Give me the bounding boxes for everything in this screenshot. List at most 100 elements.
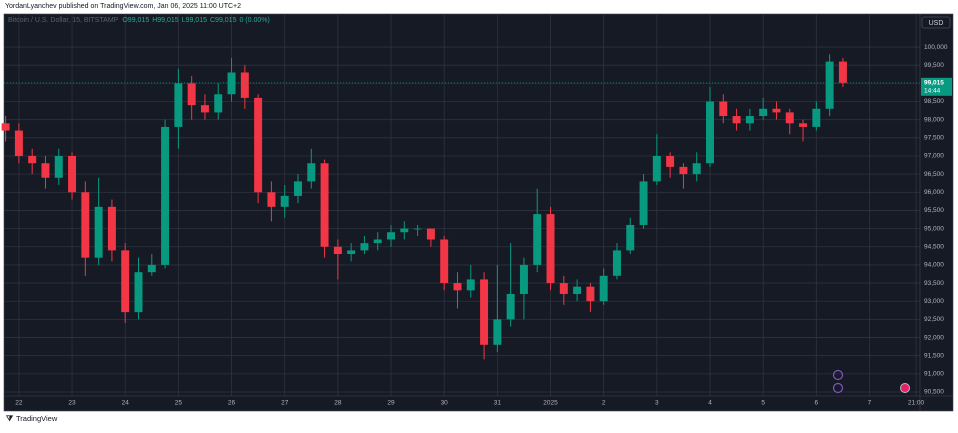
legend-value: O99,015: [122, 17, 149, 24]
last-price-label: 99,015: [924, 80, 944, 87]
candle-body: [81, 192, 90, 258]
y-tick-label: 94,000: [924, 262, 944, 269]
x-tick-label: 21:00: [908, 400, 925, 407]
candle-body: [453, 283, 462, 291]
x-tick-label: 30: [441, 400, 449, 407]
candle-body: [28, 155, 37, 164]
candle-body: [692, 163, 701, 175]
x-tick-label: 2025: [543, 400, 558, 407]
x-tick-label: 24: [122, 400, 130, 407]
chart-panel: [3, 13, 954, 412]
candle-body: [14, 130, 23, 156]
x-tick-label: 4: [708, 400, 712, 407]
y-tick-label: 95,500: [924, 207, 944, 214]
x-tick-label: 23: [68, 400, 76, 407]
x-tick-label: 22: [15, 400, 23, 407]
candle-body: [94, 206, 103, 258]
y-tick-label: 91,500: [924, 352, 944, 359]
countdown: 14:44: [924, 88, 941, 95]
candle-body: [187, 83, 196, 106]
candle-body: [54, 155, 63, 178]
candle-body: [506, 293, 515, 320]
candle-body: [519, 264, 528, 294]
footer-brand: TradingView: [16, 414, 58, 423]
candle-body: [480, 279, 489, 345]
dividend-icon[interactable]: [900, 383, 910, 393]
event-icon[interactable]: [832, 382, 844, 394]
x-tick-label: 27: [281, 400, 289, 407]
y-tick-label: 93,500: [924, 280, 944, 287]
candle-body: [825, 61, 834, 109]
x-tick-label: 5: [761, 400, 765, 407]
candle-body: [161, 126, 170, 265]
candle-body: [426, 228, 435, 240]
publisher-line: YordanLyanchev published on TradingView.…: [5, 3, 241, 10]
candle-body: [626, 224, 635, 251]
x-tick-label: 7: [868, 400, 872, 407]
candle-body: [586, 286, 595, 302]
candle-body: [294, 181, 302, 196]
y-tick-label: 97,500: [924, 135, 944, 142]
candle-body: [440, 239, 449, 284]
candle-body: [812, 108, 821, 127]
candle-body: [719, 101, 728, 117]
x-tick-label: 25: [175, 400, 183, 407]
y-tick-label: 91,000: [924, 371, 944, 378]
candle-body: [307, 163, 316, 182]
candle-body: [240, 72, 249, 98]
y-tick-label: 100,000: [924, 44, 948, 51]
candle-body: [799, 123, 808, 127]
legend-value: H99,015: [152, 17, 179, 24]
legend-value: L99,015: [182, 17, 207, 24]
candle-body: [387, 232, 396, 240]
candle-body: [41, 163, 50, 178]
y-tick-label: 90,500: [924, 389, 944, 396]
x-tick-label: 2: [602, 400, 606, 407]
y-tick-label: 98,500: [924, 98, 944, 105]
candle-body: [745, 116, 754, 124]
candle-body: [107, 206, 116, 251]
candle-body: [254, 97, 263, 193]
candle-body: [759, 108, 768, 117]
candle-body: [639, 181, 648, 225]
y-tick-label: 92,000: [924, 334, 944, 341]
x-tick-label: 31: [494, 400, 502, 407]
candle-body: [413, 228, 422, 230]
candle-body: [573, 286, 582, 294]
candle-body: [599, 275, 608, 302]
legend-value: C99,015: [210, 17, 237, 24]
candle-body: [785, 112, 794, 124]
candle-body: [679, 166, 688, 175]
y-tick-label: 94,500: [924, 243, 944, 250]
x-tick-label: 26: [228, 400, 236, 407]
legend-symbol: Bitcoin / U.S. Dollar, 15, BITSTAMP: [8, 17, 119, 24]
y-tick-label: 92,500: [924, 316, 944, 323]
footer-logo: ⧩: [6, 414, 14, 423]
candle-body: [400, 228, 409, 233]
x-tick-label: 28: [334, 400, 342, 407]
event-icon[interactable]: [832, 369, 844, 381]
candle-body: [466, 279, 475, 291]
y-tick-label: 95,000: [924, 225, 944, 232]
y-tick-label: 93,000: [924, 298, 944, 305]
currency-label: USD: [929, 20, 944, 27]
candle-body: [772, 108, 781, 113]
candle-body: [732, 116, 741, 124]
candle-body: [68, 155, 77, 193]
y-tick-label: 99,500: [924, 62, 944, 69]
candle-body: [612, 250, 621, 276]
currency-button[interactable]: [921, 16, 951, 29]
candle-body: [320, 163, 329, 247]
candle-body: [333, 246, 342, 255]
candle-body: [373, 239, 382, 244]
candle-body: [838, 61, 847, 83]
candle-body: [267, 192, 276, 207]
candle-body: [493, 319, 502, 345]
y-tick-label: 98,000: [924, 116, 944, 123]
x-tick-label: 29: [387, 400, 395, 407]
candle-body: [134, 272, 143, 313]
candle-body: [174, 83, 183, 127]
legend-value: 0 (0.00%): [239, 17, 269, 24]
